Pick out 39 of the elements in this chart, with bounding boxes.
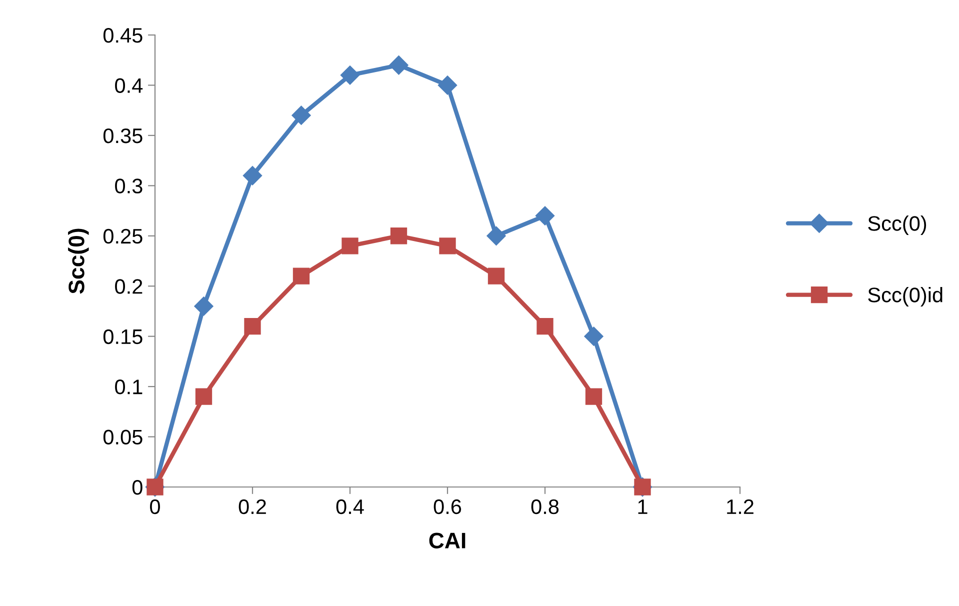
x-tick-label: 1 [638,500,648,514]
point [488,268,505,284]
x-tick-label: 0.8 [531,499,559,514]
point [292,106,311,125]
x-tick-label: 0.2 [238,499,266,514]
y-axis-title: Scc(0) [68,228,89,294]
y-tick-label: 0.05 [103,430,142,445]
point [390,228,408,244]
point [535,206,555,226]
legend-label: Scc(0)id [868,287,942,306]
point [242,166,262,186]
y-tick-label: 0.45 [103,28,142,43]
x-tick-label: 0 [150,499,160,514]
point [439,238,456,254]
y-tick-label: 0.25 [103,228,142,244]
point [486,226,506,246]
x-tick-label: 1.2 [727,499,754,514]
point [342,238,358,254]
point [195,388,212,405]
y-tick-label: 0.2 [115,279,142,294]
point [536,318,554,335]
y-tick-label: 0.35 [103,128,142,144]
point [194,296,214,316]
x-tick-label: 0.6 [434,499,462,514]
legend-label: Scc(0) [868,216,926,235]
point [438,76,458,95]
x-tick-label: 0.4 [336,499,364,514]
point [584,326,604,346]
x-axis-title: CAI [429,532,466,548]
y-tick-label: 0.15 [103,329,142,344]
y-tick-label: 0.1 [115,380,142,394]
y-tick-label: 0.3 [115,178,142,194]
point [292,268,310,284]
point [585,388,602,405]
point [244,318,261,335]
point [340,66,360,85]
y-tick-label: 0.4 [115,78,143,93]
point [389,56,408,75]
y-tick-label: 0 [132,480,142,495]
